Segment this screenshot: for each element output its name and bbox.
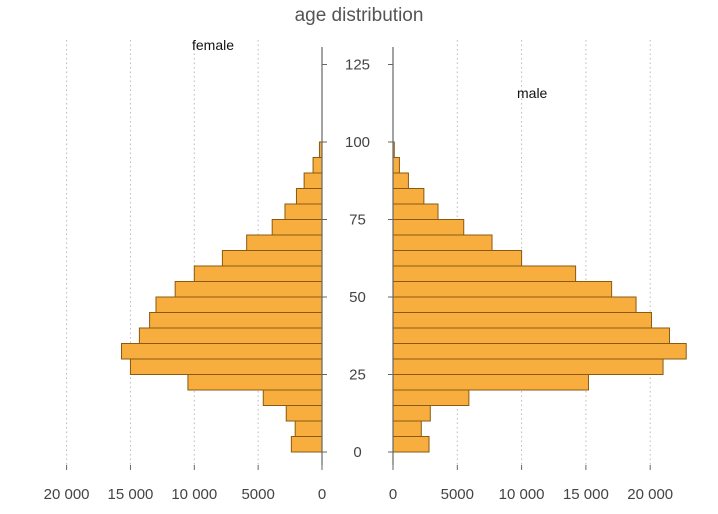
- bar-female-50: [174, 281, 323, 298]
- age-tick-label-0: 0: [353, 444, 361, 461]
- bar-male-30: [392, 343, 687, 360]
- age-tick-label-50: 50: [349, 289, 366, 306]
- bar-female-15: [262, 389, 323, 406]
- bar-female-45: [155, 296, 323, 313]
- grid-lines: [66, 40, 651, 465]
- bar-male-80: [392, 188, 425, 205]
- bar-male-50: [392, 281, 613, 298]
- female-count-label-15000: 15 000: [108, 486, 154, 503]
- bar-female-55: [193, 265, 323, 282]
- bar-female-30: [121, 343, 323, 360]
- bar-female-20: [187, 374, 323, 391]
- age-tick-label-25: 25: [349, 367, 366, 384]
- bar-male-70: [392, 219, 465, 236]
- bar-male-40: [392, 312, 652, 329]
- bars: [121, 141, 687, 453]
- male-count-label-0: 0: [389, 486, 397, 503]
- bar-female-60: [221, 250, 323, 267]
- bar-male-15: [392, 389, 470, 406]
- bar-female-85: [303, 172, 323, 189]
- bar-male-65: [392, 234, 493, 251]
- age-tick-label-125: 125: [345, 57, 370, 74]
- bar-female-40: [149, 312, 323, 329]
- age-tick-label-75: 75: [349, 212, 366, 229]
- female-label: female: [192, 37, 234, 53]
- male-count-label-10000: 10 000: [499, 486, 545, 503]
- bar-female-75: [284, 203, 323, 220]
- bar-male-10: [392, 405, 431, 422]
- bar-male-75: [392, 203, 439, 220]
- bar-male-20: [392, 374, 589, 391]
- bar-male-45: [392, 296, 637, 313]
- female-count-label-20000: 20 000: [44, 486, 90, 503]
- bar-female-0: [290, 436, 323, 453]
- bar-female-65: [246, 234, 323, 251]
- bar-male-5: [392, 420, 422, 437]
- bar-male-60: [392, 250, 523, 267]
- bar-male-25: [392, 358, 664, 375]
- female-count-label-5000: 5000: [241, 486, 274, 503]
- bar-female-25: [129, 358, 323, 375]
- male-count-label-20000: 20 000: [627, 486, 673, 503]
- bar-female-70: [271, 219, 323, 236]
- male-count-label-5000: 5000: [441, 486, 474, 503]
- bar-male-85: [392, 172, 409, 189]
- bar-female-5: [294, 420, 323, 437]
- axes: 0 25 50 75 100 125 20 000 15 000 10 000 5000 0 0 500…: [44, 47, 673, 503]
- bar-male-35: [392, 327, 670, 344]
- female-count-label-0: 0: [318, 486, 326, 503]
- bar-female-80: [295, 188, 323, 205]
- female-count-label-10000: 10 000: [171, 486, 217, 503]
- bar-female-35: [138, 327, 323, 344]
- male-label: male: [517, 85, 548, 101]
- bar-male-55: [392, 265, 577, 282]
- bar-male-0: [392, 436, 430, 453]
- chart-title: age distribution: [295, 5, 424, 26]
- age-tick-label-100: 100: [345, 134, 370, 151]
- bar-male-90: [392, 157, 400, 174]
- bar-female-10: [285, 405, 323, 422]
- bar-female-90: [312, 157, 323, 174]
- male-count-label-15000: 15 000: [563, 486, 609, 503]
